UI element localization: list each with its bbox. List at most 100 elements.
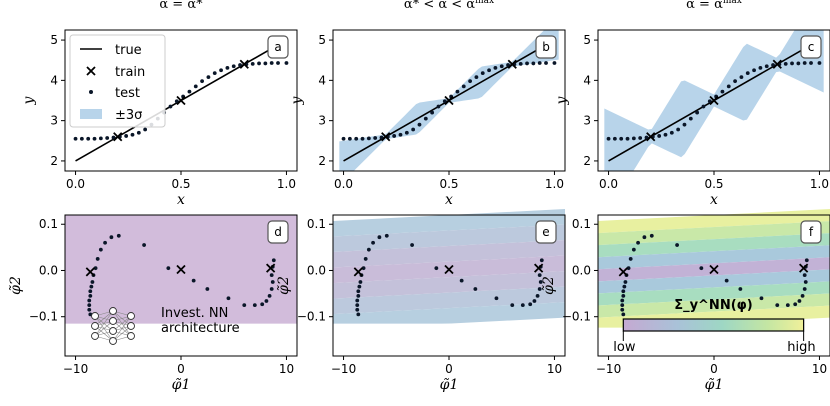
y-tick-label: 5 [583, 33, 591, 47]
latent-point [242, 303, 247, 308]
y-tick-label: 4 [583, 73, 591, 87]
train-point [646, 132, 656, 142]
test-point [341, 136, 346, 141]
latent-point [88, 294, 93, 298]
latent-train-point [353, 267, 363, 277]
y-tick-label: −0.1 [297, 310, 326, 324]
test-point [638, 136, 643, 140]
test-point [739, 75, 744, 80]
y-tick-label: 3 [318, 114, 326, 128]
test-point [200, 79, 204, 84]
latent-point [628, 257, 633, 261]
x-tick-label: −10 [63, 362, 88, 376]
test-point [552, 61, 557, 65]
colorbar-low-label: low [613, 340, 636, 355]
test-point [404, 130, 409, 135]
y-axis-label: y [21, 95, 37, 105]
latent-point [626, 266, 631, 271]
test-point [111, 135, 116, 140]
latent-point [775, 303, 780, 308]
panel-badge-label: c [808, 40, 815, 54]
test-point [263, 61, 268, 66]
x-tick-label: 10 [812, 362, 827, 376]
y-tick-label: −0.1 [562, 310, 591, 324]
test-point [688, 116, 693, 121]
test-point [531, 61, 536, 66]
legend: true train test ±3σ [69, 34, 166, 128]
annotation-label: architecture [161, 321, 240, 336]
test-point [436, 104, 441, 109]
test-point [124, 134, 129, 138]
latent-train-point [618, 267, 628, 277]
test-point [657, 134, 662, 138]
latent-point [226, 296, 231, 301]
test-point [537, 61, 542, 65]
y-tick-label: −0.1 [29, 310, 58, 324]
latent-train-point [533, 263, 544, 273]
train-point [176, 95, 186, 106]
test-point [366, 136, 371, 141]
latent-point [620, 298, 625, 303]
x-tick-label: −10 [331, 362, 356, 376]
latent-point [269, 273, 274, 277]
test-point [411, 127, 416, 132]
y-tick-label: 0.0 [307, 263, 326, 277]
panel-frame [64, 29, 298, 172]
test-point [764, 64, 769, 69]
latent-point [109, 235, 114, 240]
latent-point [384, 233, 389, 238]
latent-point [804, 258, 809, 263]
legend-band-swatch [80, 109, 102, 119]
latent-point [535, 294, 540, 298]
panel-badge-label: f [809, 225, 814, 239]
nn-node [91, 312, 99, 320]
test-point [682, 122, 687, 127]
nn-node [109, 327, 117, 335]
latent-point [759, 296, 764, 301]
latent-train-point [798, 263, 809, 273]
latent-train-point [444, 264, 454, 275]
latent-point [620, 307, 625, 312]
latent-train-point [265, 263, 276, 273]
latent-point [271, 258, 276, 263]
y-tick-label: 2 [50, 154, 58, 168]
test-point [136, 130, 141, 135]
panels: 0.0 0.5 1.0 2 3 4 5 x y a true train test ±3σ 0.0 0.5 1.… [8, 29, 830, 393]
test-point [238, 63, 242, 67]
y-tick-label: 2 [583, 154, 591, 168]
test-point [231, 64, 236, 69]
test-point [461, 84, 466, 89]
latent-point [355, 307, 360, 312]
test-point [284, 61, 289, 65]
x-axis-label: φ̃1 [705, 377, 724, 393]
latent-point [361, 266, 366, 271]
test-point [745, 71, 750, 76]
y-axis-label: φ̃2 [276, 276, 292, 295]
latent-point [539, 258, 544, 263]
panel-badge-label: d [274, 225, 282, 239]
annotation-label: Invest. NN [161, 306, 228, 321]
test-point [525, 61, 529, 66]
test-point [790, 61, 794, 66]
latent-band [598, 293, 830, 318]
test-point [487, 68, 491, 73]
test-point [250, 61, 255, 66]
nn-edge [94, 310, 114, 337]
y-tick-label: 4 [50, 73, 58, 87]
latent-point [724, 278, 729, 283]
plot-area [339, 30, 559, 171]
latent-point [532, 299, 537, 303]
test-point [398, 132, 403, 137]
colorbar-high-label: high [787, 340, 815, 355]
test-point [347, 136, 352, 141]
colorbar-gradient [622, 318, 805, 332]
test-point [809, 61, 813, 65]
nn-node [109, 307, 117, 315]
latent-point [802, 287, 807, 291]
test-point [73, 136, 78, 141]
panel-f: −10 0 10 −0.1 0.0 0.1 φ̃1 φ̃2 f Σ_y^NN(φ)low high [541, 209, 830, 393]
test-point [783, 61, 788, 66]
title-b: α* < α < αmax [404, 0, 494, 12]
y-axis-label: φ̃2 [8, 276, 24, 295]
